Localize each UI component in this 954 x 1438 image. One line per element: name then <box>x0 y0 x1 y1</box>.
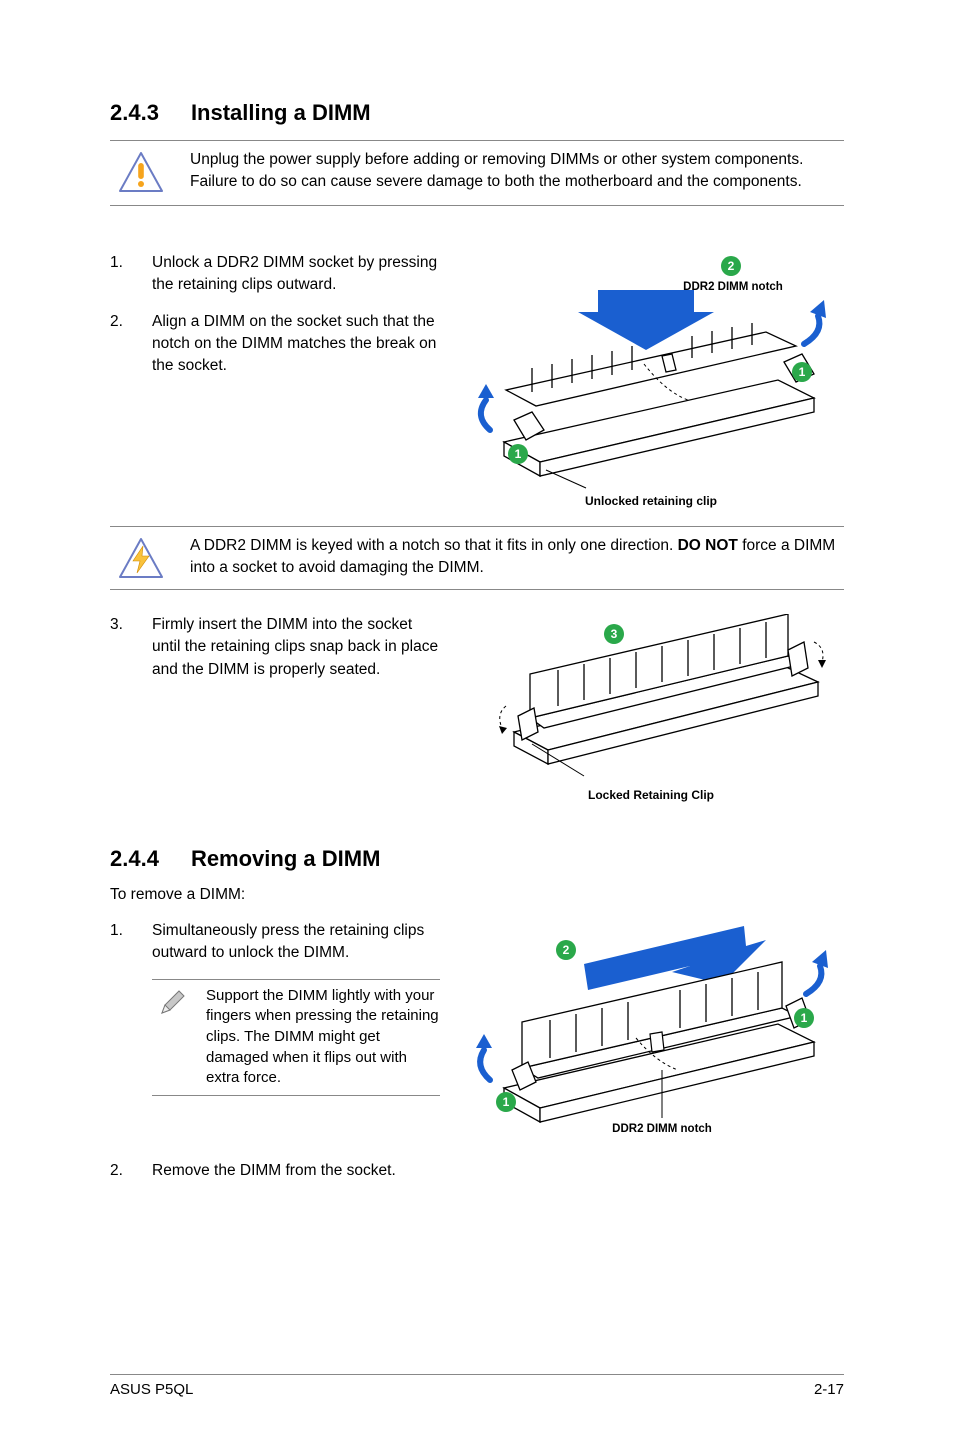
footer-left: ASUS P5QL <box>110 1381 193 1398</box>
badge-2: 2 <box>728 259 735 273</box>
step-text: Align a DIMM on the socket such that the… <box>152 311 440 378</box>
figure-caption: Locked Retaining Clip <box>458 788 844 802</box>
section-number: 2.4.3 <box>110 100 159 126</box>
svg-text:1: 1 <box>503 1095 510 1109</box>
step-text: Simultaneously press the retaining clips… <box>152 920 440 965</box>
figure-install-unlock: 2 DDR2 DIMM notch <box>458 252 844 508</box>
list-item: 3. Firmly insert the DIMM into the socke… <box>110 614 440 681</box>
remove-steps-cont: 2. Remove the DIMM from the socket. <box>110 1160 844 1182</box>
warning-text: Unplug the power supply before adding or… <box>190 149 844 193</box>
step-text: Unlock a DDR2 DIMM socket by pressing th… <box>152 252 440 297</box>
section-heading-install: 2.4.3 Installing a DIMM <box>110 100 844 126</box>
caution-callout: A DDR2 DIMM is keyed with a notch so tha… <box>110 526 844 590</box>
step-number: 2. <box>110 1160 128 1182</box>
svg-text:1: 1 <box>799 365 806 379</box>
list-item: 2. Align a DIMM on the socket such that … <box>110 311 440 378</box>
figure-caption: Unlocked retaining clip <box>458 494 844 508</box>
figure-remove: 2 <box>458 920 844 1140</box>
page-footer: ASUS P5QL 2-17 <box>110 1374 844 1398</box>
svg-text:3: 3 <box>611 627 618 641</box>
note-text: Support the DIMM lightly with your finge… <box>206 986 440 1089</box>
install-steps: 1. Unlock a DDR2 DIMM socket by pressing… <box>110 252 440 378</box>
figure-install-locked: 3 <box>458 614 844 802</box>
section-number: 2.4.4 <box>110 846 159 872</box>
step-number: 1. <box>110 252 128 297</box>
caution-pre: A DDR2 DIMM is keyed with a notch so tha… <box>190 537 678 554</box>
step-text: Firmly insert the DIMM into the socket u… <box>152 614 440 681</box>
section-title: Installing a DIMM <box>191 100 371 126</box>
svg-text:1: 1 <box>801 1011 808 1025</box>
figure-label-notch: DDR2 DIMM notch <box>683 281 783 293</box>
step-number: 2. <box>110 311 128 378</box>
remove-intro: To remove a DIMM: <box>110 886 844 904</box>
pencil-icon <box>157 988 187 1018</box>
warning-callout: Unplug the power supply before adding or… <box>110 140 844 206</box>
section-heading-remove: 2.4.4 Removing a DIMM <box>110 846 844 872</box>
svg-text:2: 2 <box>563 943 570 957</box>
caution-bold: DO NOT <box>678 537 738 554</box>
step-number: 1. <box>110 920 128 965</box>
step-number: 3. <box>110 614 128 681</box>
caution-text: A DDR2 DIMM is keyed with a notch so tha… <box>190 535 844 579</box>
svg-text:1: 1 <box>515 447 522 461</box>
list-item: 1. Simultaneously press the retaining cl… <box>110 920 440 965</box>
section-title: Removing a DIMM <box>191 846 380 872</box>
step-text: Remove the DIMM from the socket. <box>152 1160 396 1182</box>
svg-text:DDR2 DIMM notch: DDR2 DIMM notch <box>612 1123 712 1135</box>
note-callout: Support the DIMM lightly with your finge… <box>152 979 440 1096</box>
install-steps-cont: 3. Firmly insert the DIMM into the socke… <box>110 614 440 681</box>
list-item: 2. Remove the DIMM from the socket. <box>110 1160 844 1182</box>
footer-right: 2-17 <box>814 1381 844 1398</box>
warning-icon <box>117 151 165 195</box>
remove-steps: 1. Simultaneously press the retaining cl… <box>110 920 440 965</box>
danger-icon <box>117 537 165 581</box>
list-item: 1. Unlock a DDR2 DIMM socket by pressing… <box>110 252 440 297</box>
